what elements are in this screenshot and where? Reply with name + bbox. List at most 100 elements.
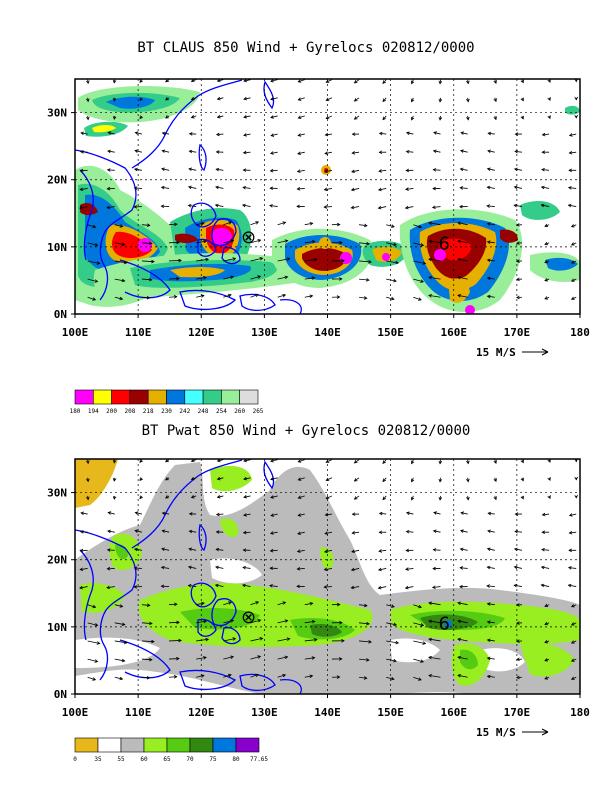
wind-vector	[277, 602, 286, 606]
wind-vector	[277, 258, 290, 262]
wind-vector	[161, 566, 170, 569]
wind-vector	[354, 115, 360, 120]
wind-vector	[270, 477, 278, 480]
wind-vector	[188, 584, 197, 587]
gyre-location-marker: 6	[439, 234, 450, 255]
claus-vector-reference: 15 M/S	[476, 346, 549, 359]
wind-vector	[134, 168, 142, 171]
wind-vector	[141, 296, 150, 299]
wind-vector	[386, 640, 399, 644]
colorbar-label: 70	[186, 756, 194, 763]
wind-vector	[196, 675, 204, 678]
colorbar-label: 77.65	[250, 756, 268, 763]
colorbar-label: 180	[70, 408, 81, 415]
wind-vector	[487, 186, 495, 189]
wind-vector	[114, 260, 127, 264]
wind-vector	[277, 294, 286, 298]
wind-vector	[87, 260, 100, 264]
wind-vector	[141, 604, 150, 606]
wind-vector	[243, 97, 251, 100]
wind-vector	[432, 206, 441, 208]
wind-vector	[515, 150, 522, 153]
wind-vector	[487, 241, 495, 244]
wind-vector	[114, 640, 127, 644]
wind-vector	[304, 259, 317, 262]
colorbar-swatch	[189, 737, 214, 753]
wind-vector	[324, 206, 332, 208]
lon-tick-label: 150E	[377, 706, 404, 719]
wind-vector	[297, 188, 305, 190]
colorbar-label: 242	[179, 408, 190, 415]
colorbar-swatch	[239, 389, 259, 405]
wind-vector	[114, 278, 125, 282]
colorbar-swatch	[74, 389, 94, 405]
wind-vector	[223, 239, 234, 244]
wind-vector	[161, 548, 170, 551]
wind-vector	[80, 512, 88, 515]
wind-vector	[217, 79, 224, 82]
wind-vector	[359, 224, 367, 227]
wind-vector	[487, 639, 495, 642]
wind-vector	[386, 604, 395, 608]
wind-vector	[243, 495, 251, 498]
wind-vector	[223, 294, 232, 298]
wind-vector	[277, 222, 286, 226]
pwat-lat-tick-labels: 0N 10N 20N 30N	[47, 487, 75, 701]
wind-vector	[243, 477, 251, 480]
wind-vector	[352, 531, 360, 534]
wind-vector	[250, 239, 261, 244]
wind-vector	[162, 512, 170, 515]
lon-tick-label: 100E	[62, 706, 89, 719]
colorbar-swatch	[143, 737, 168, 753]
wind-vector	[141, 676, 150, 679]
wind-vector	[269, 585, 278, 587]
wind-vector	[250, 221, 259, 226]
wind-vector	[324, 531, 333, 535]
wind-vector	[460, 548, 468, 551]
wind-vector	[188, 566, 197, 569]
wind-vector	[359, 604, 367, 607]
wind-vector	[243, 531, 251, 534]
colorbar-swatch	[166, 389, 186, 405]
claus-colorbar: 180 194 200 208 218 230 242 248 254 260 265	[70, 389, 264, 415]
colorbar-swatch	[202, 389, 222, 405]
wind-vector	[250, 276, 261, 280]
wind-vector	[108, 512, 115, 515]
wind-vector	[107, 150, 115, 153]
wind-vector	[487, 603, 495, 606]
wind-vector	[270, 97, 278, 100]
wind-vector	[354, 459, 360, 464]
wind-vector	[162, 530, 170, 533]
wind-vector	[359, 296, 367, 299]
wind-vector	[457, 638, 468, 642]
wind-vector	[223, 674, 232, 678]
claus-lon-tick-labels: 100E 110E 120E 130E 140E 150E 160E 170E 180	[62, 314, 590, 339]
wind-vector	[87, 604, 96, 608]
wind-vector	[304, 295, 313, 298]
wind-vector	[351, 568, 360, 571]
wind-vector	[326, 79, 333, 83]
lat-tick-label: 30N	[47, 107, 67, 120]
pwat-gridlines	[75, 459, 580, 694]
wind-vector	[433, 169, 441, 171]
wind-vector	[114, 224, 123, 227]
wind-vector	[243, 115, 251, 118]
lat-tick-label: 10N	[47, 621, 67, 634]
wind-vector	[325, 513, 332, 516]
wind-vector	[114, 676, 123, 680]
lon-tick-label: 130E	[251, 706, 278, 719]
wind-vector	[87, 296, 96, 301]
wind-vector	[169, 296, 177, 298]
wind-vector	[297, 169, 305, 172]
wind-vector	[359, 658, 369, 661]
wind-vector	[378, 206, 387, 209]
wind-vector	[386, 242, 397, 246]
wind-vector	[80, 568, 88, 570]
pwat-gyre-markers: ⊗ 6	[241, 607, 450, 635]
wind-vector	[487, 259, 495, 262]
wind-vector	[298, 97, 305, 101]
wind-vector	[488, 512, 495, 515]
wind-vector	[215, 204, 224, 207]
claus-gyre-markers: ⊗ 6	[241, 227, 450, 255]
wind-vector	[169, 621, 180, 624]
